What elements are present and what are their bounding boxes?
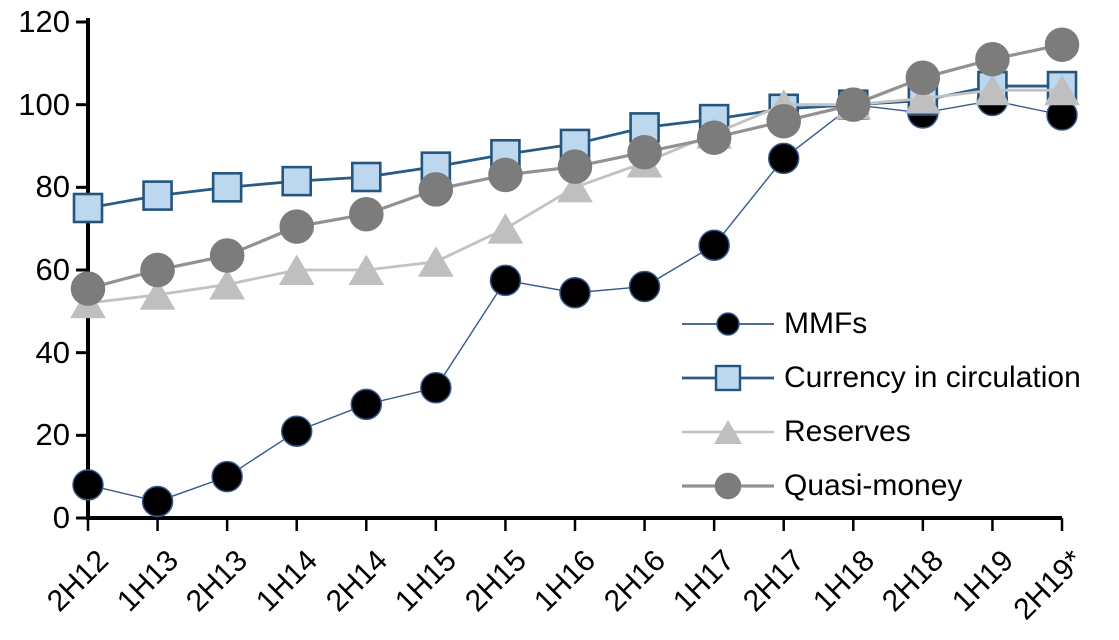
legend-item-mmfs: MMFs (682, 297, 1081, 351)
marker-mmfs (628, 270, 661, 303)
legend-sample-mmfs (682, 312, 774, 336)
marker-quasi-money (70, 271, 106, 306)
marker-currency-in-circulation (281, 165, 313, 197)
marker-quasi-money (418, 172, 454, 207)
marker-quasi-money (349, 196, 384, 232)
legend-marker-currency-in-circulation-icon (714, 364, 742, 392)
legend-item-reserves: Reserves (682, 405, 1081, 459)
legend-marker-reserves-icon (714, 420, 742, 444)
marker-mmfs (698, 229, 730, 261)
legend-label-reserves: Reserves (784, 415, 911, 448)
marker-currency-in-circulation (211, 172, 243, 203)
marker-reserves (209, 268, 246, 300)
marker-mmfs (211, 460, 243, 493)
marker-quasi-money (1044, 27, 1080, 62)
y-tick-label: 100 (18, 86, 70, 122)
legend-sample-quasi-money (682, 472, 774, 500)
marker-quasi-money (696, 120, 732, 155)
y-tick-label: 20 (35, 417, 70, 453)
legend-sample-currency-in-circulation (682, 364, 774, 392)
marker-reserves (1044, 74, 1080, 106)
marker-mmfs (489, 264, 522, 297)
marker-quasi-money (557, 149, 593, 184)
legend-sample-reserves (682, 420, 774, 444)
legend-label-currency-in-circulation: Currency in circulation (784, 361, 1081, 394)
marker-quasi-money (905, 60, 941, 96)
marker-mmfs (767, 142, 800, 175)
chart-legend: MMFs Currency in circulation Reserves Quasi… (682, 297, 1081, 513)
legend-marker-quasi-money-icon (714, 472, 742, 500)
marker-quasi-money (766, 103, 801, 139)
legend-item-quasi-money: Quasi-money (682, 459, 1081, 513)
marker-quasi-money (279, 209, 314, 244)
marker-mmfs (350, 388, 383, 421)
marker-currency-in-circulation (350, 161, 382, 193)
marker-quasi-money (975, 41, 1010, 77)
marker-quasi-money (627, 134, 662, 170)
marker-reserves (557, 171, 593, 203)
marker-reserves (417, 246, 454, 277)
marker-mmfs (141, 485, 174, 518)
marker-mmfs (280, 415, 313, 447)
y-tick-label: 80 (35, 169, 70, 205)
legend-marker-mmfs-icon (716, 312, 740, 336)
marker-reserves (904, 82, 941, 114)
y-tick-label: 40 (35, 334, 70, 370)
marker-reserves (278, 254, 315, 285)
y-tick-label: 60 (35, 252, 70, 287)
marker-currency-in-circulation (142, 180, 173, 211)
marker-mmfs (420, 372, 452, 404)
y-tick-label: 120 (18, 4, 70, 39)
marker-reserves (974, 74, 1011, 106)
marker-quasi-money (488, 157, 523, 193)
marker-mmfs (559, 276, 591, 309)
legend-label-quasi-money: Quasi-money (784, 469, 963, 502)
legend-item-currency-in-circulation: Currency in circulation (682, 351, 1081, 405)
marker-reserves (139, 279, 176, 310)
legend-label-mmfs: MMFs (784, 307, 868, 340)
marker-quasi-money (836, 87, 871, 122)
marker-quasi-money (140, 252, 175, 288)
marker-currency-in-circulation (72, 192, 104, 224)
marker-reserves (348, 254, 385, 285)
marker-mmfs (72, 469, 104, 501)
marker-reserves (487, 213, 524, 244)
marker-quasi-money (209, 238, 245, 273)
y-tick-label: 0 (52, 500, 70, 535)
